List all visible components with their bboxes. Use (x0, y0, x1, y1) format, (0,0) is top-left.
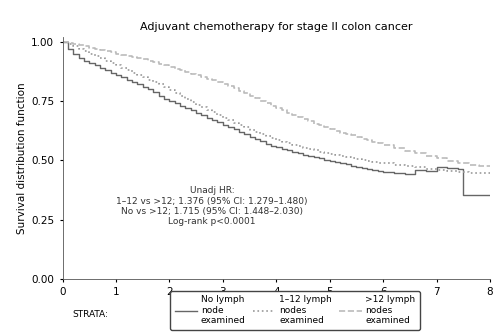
Legend: No lymph
node
examined, 1–12 lymph
nodes
examined, >12 lymph
nodes
examined: No lymph node examined, 1–12 lymph nodes… (170, 291, 420, 330)
Text: Unadj HR:
1–12 vs >12; 1.376 (95% CI: 1.279–1.480)
No vs >12; 1.715 (95% CI: 1.4: Unadj HR: 1–12 vs >12; 1.376 (95% CI: 1.… (116, 186, 308, 226)
Text: STRATA:: STRATA: (72, 310, 108, 319)
Y-axis label: Survival distribution function: Survival distribution function (17, 82, 27, 234)
Title: Adjuvant chemotherapy for stage II colon cancer: Adjuvant chemotherapy for stage II colon… (140, 22, 412, 32)
X-axis label: Years from surgery: Years from surgery (224, 303, 328, 313)
